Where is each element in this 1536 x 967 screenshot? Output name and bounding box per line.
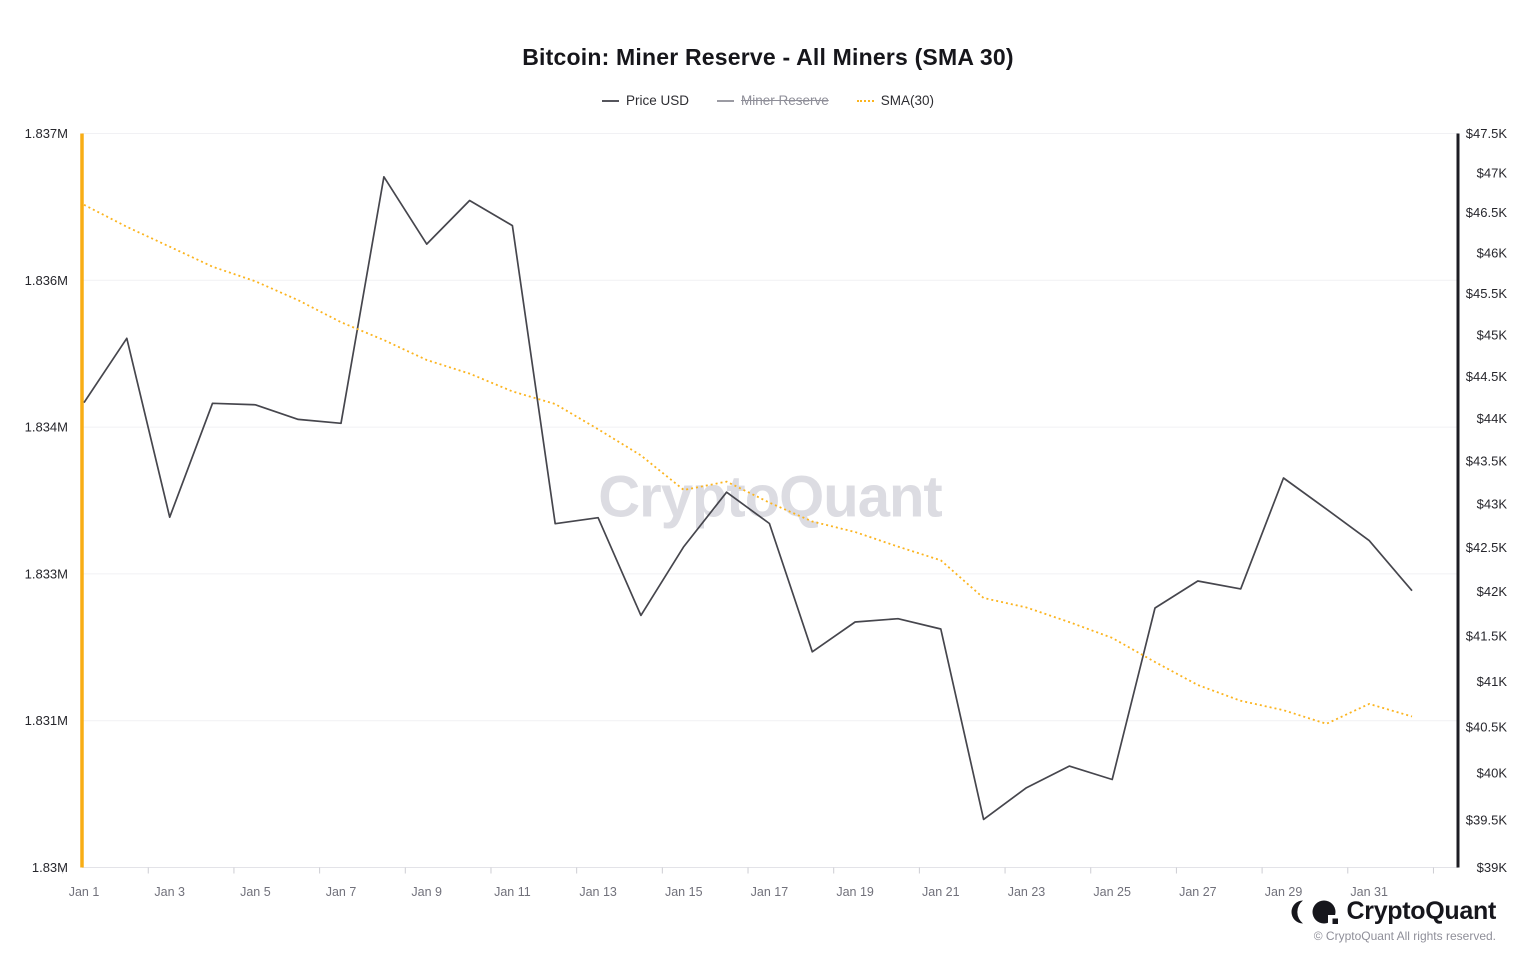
right-axis-tick-label: $42.5K: [1466, 540, 1508, 555]
price-line-dash-icon: [601, 99, 619, 102]
right-axis-tick-label: $47.5K: [1466, 126, 1508, 141]
left-axis-tick-label: 1.83M: [32, 860, 68, 875]
x-axis-tick-label: Jan 21: [922, 885, 960, 899]
x-axis-tick-label: Jan 17: [751, 885, 789, 899]
sma30-line: [83, 203, 1413, 725]
chart-title: Bitcoin: Miner Reserve - All Miners (SMA…: [522, 44, 1014, 70]
legend-item-price-usd[interactable]: Price USD: [601, 93, 689, 108]
legend-label: Miner Reserve: [740, 93, 829, 108]
legend-label: SMA(30): [880, 93, 935, 108]
x-axis-tick-label: Jan 15: [665, 885, 703, 899]
copyright-text: © CryptoQuant All rights reserved.: [1313, 929, 1496, 943]
right-axis-tick-label: $39K: [1477, 860, 1508, 875]
x-axis-tick-label: Jan 1: [69, 885, 100, 899]
right-axis-tick-label: $41.5K: [1466, 629, 1508, 644]
right-axis-tick-label: $40.5K: [1466, 720, 1508, 735]
x-axis-tick-label: Jan 19: [836, 885, 874, 899]
cryptoquant-watermark: CryptoQuant: [598, 464, 942, 530]
right-axis-tick-label: $39.5K: [1466, 813, 1508, 828]
right-axis-tick-label: $44K: [1477, 411, 1508, 426]
legend-item-miner-reserve[interactable]: Miner Reserve: [716, 93, 829, 108]
x-axis-tick-label: Jan 7: [326, 885, 357, 899]
right-axis-tick-label: $47K: [1477, 165, 1508, 180]
right-axis-tick-label: $46K: [1477, 245, 1508, 260]
x-axis-tick-label: Jan 5: [240, 885, 271, 899]
cryptoquant-logo-icon: [1291, 900, 1338, 924]
x-axis-tick-label: Jan 23: [1008, 885, 1046, 899]
right-axis-tick-label: $43.5K: [1466, 453, 1508, 468]
x-axis-tick-label: Jan 13: [579, 885, 617, 899]
footer-brand-text: CryptoQuant: [1346, 897, 1497, 925]
left-axis-tick-label: 1.834M: [25, 420, 68, 435]
footer-branding: CryptoQuant © CryptoQuant All rights res…: [1288, 897, 1496, 943]
x-axis-tick-label: Jan 25: [1093, 885, 1131, 899]
x-axis-tick-label: Jan 31: [1350, 885, 1388, 899]
price-usd-line: [83, 175, 1413, 821]
left-axis-tick-label: 1.836M: [25, 273, 68, 288]
right-axis-tick-label: $45.5K: [1466, 286, 1508, 301]
right-axis-tick-label: $46.5K: [1466, 205, 1508, 220]
x-axis-tick-label: Jan 27: [1179, 885, 1217, 899]
left-axis-tick-label: 1.833M: [25, 566, 68, 581]
right-axis-tick-label: $44.5K: [1466, 369, 1508, 384]
x-axis-tick-label: Jan 11: [494, 885, 531, 899]
miner-reserve-dash-icon: [716, 99, 734, 102]
left-axis-tick-label: 1.831M: [25, 713, 68, 728]
right-axis-tick-label: $45K: [1477, 327, 1508, 342]
sma-dots-icon: [856, 99, 874, 102]
right-axis-tick-label: $41K: [1477, 674, 1508, 689]
legend-item-sma30[interactable]: SMA(30): [856, 93, 935, 108]
right-axis-tick-label: $42K: [1477, 584, 1508, 599]
left-axis-tick-label: 1.837M: [25, 126, 68, 141]
right-axis-tick-label: $43K: [1477, 497, 1508, 512]
x-axis-tick-label: Jan 9: [411, 885, 442, 899]
right-axis-tick-label: $40K: [1477, 766, 1508, 781]
legend-label: Price USD: [625, 93, 689, 108]
chart-legend: Price USD Miner Reserve SMA(30): [0, 93, 1536, 108]
x-axis-tick-label: Jan 3: [154, 885, 185, 899]
x-axis-tick-label: Jan 29: [1265, 885, 1303, 899]
